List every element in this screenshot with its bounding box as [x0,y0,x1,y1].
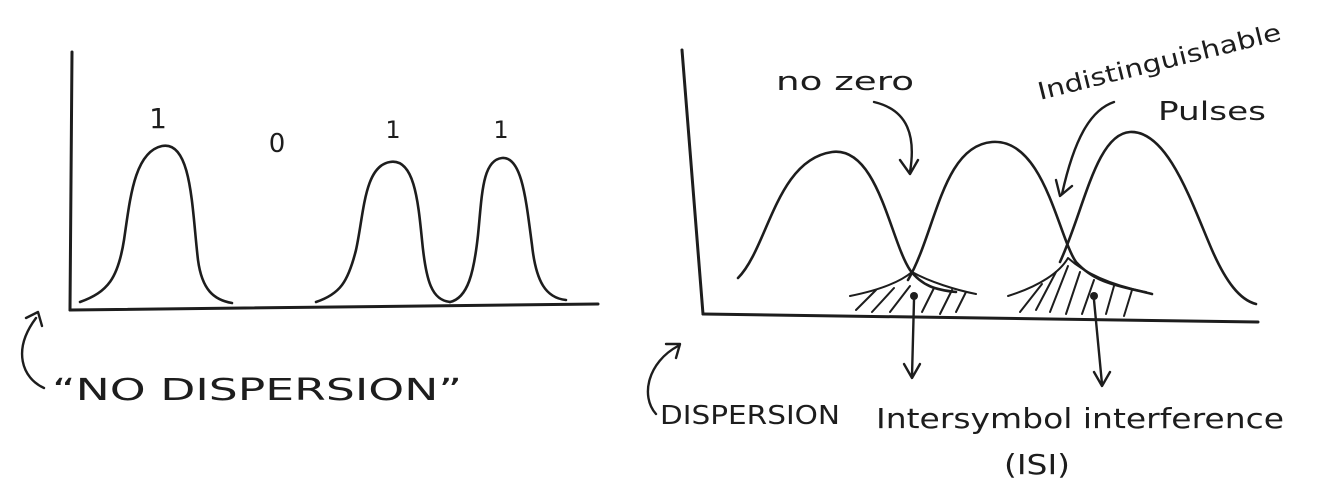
dispersed-pulse-1 [736,150,958,294]
dispersed-pulse-3 [1058,130,1258,306]
no-dispersion-panel: 1 0 1 1 “NO DISPERSION” [20,50,600,408]
isi-point-1 [910,292,918,300]
isi-hatch-region-2 [1007,257,1147,317]
dispersion-panel: no zero Indistinguishable Pulses DISPERS… [646,18,1284,481]
isi-abbreviation: (ISI) [1004,448,1070,481]
bit-label-4: 1 [493,116,508,144]
dispersed-pulse-2 [906,140,1154,296]
isi-point-2 [1090,292,1098,300]
left-y-axis [68,50,74,312]
bit-label-2: 0 [269,129,286,159]
no-zero-arrow [872,100,920,176]
pulse-4 [448,156,568,304]
left-x-axis [68,302,600,312]
bit-label-1: 1 [149,102,167,135]
bit-label-3: 1 [385,116,400,144]
pulses-annotation: Pulses [1158,97,1266,127]
indistinguishable-annotation: Indistinguishable [1035,18,1284,106]
left-caption-arrow [20,310,46,390]
isi-hatch-region-1 [849,271,977,315]
right-y-axis [680,48,705,316]
pulse-3 [314,160,452,304]
right-caption: DISPERSION [660,401,840,431]
isi-label: Intersymbol interference [876,402,1284,435]
left-caption: “NO DISPERSION” [52,373,462,408]
right-caption-arrow [646,342,682,416]
isi-arrow-2 [1092,298,1112,388]
pulse-1 [78,144,234,305]
right-x-axis [701,312,1260,324]
no-zero-annotation: no zero [776,67,914,97]
isi-arrow-1 [902,298,922,380]
indistinguishable-arrow [1054,100,1116,198]
